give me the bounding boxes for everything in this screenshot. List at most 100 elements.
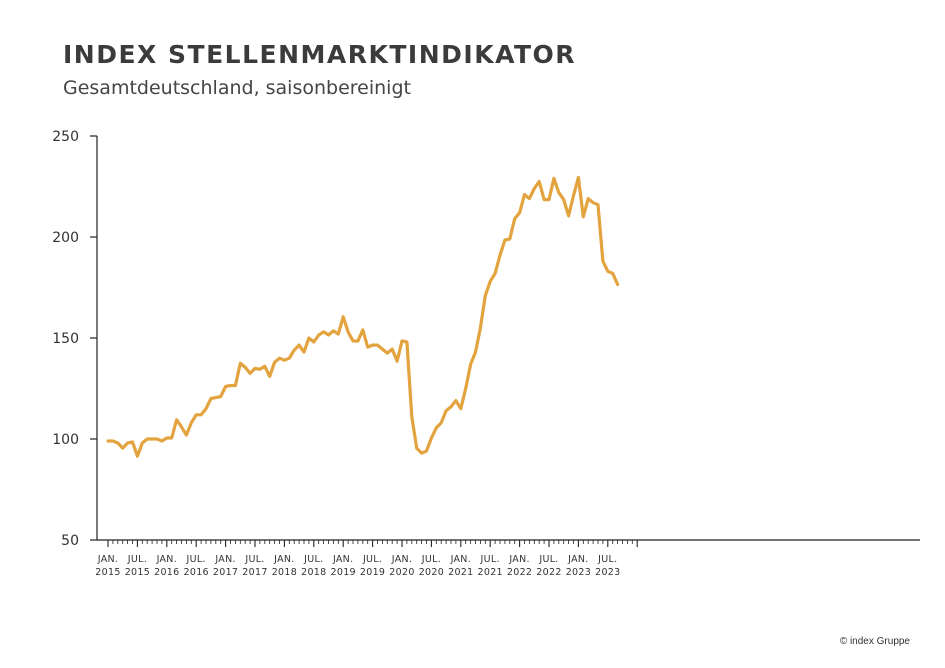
data-point xyxy=(425,450,428,452)
data-point xyxy=(210,398,212,400)
data-point xyxy=(519,212,521,214)
data-point xyxy=(127,442,129,444)
data-point xyxy=(303,351,305,353)
data-point xyxy=(337,333,339,335)
data-point xyxy=(342,316,344,318)
data-point xyxy=(528,198,531,200)
data-point xyxy=(131,441,134,443)
x-tick-label-month: JAN. xyxy=(332,554,353,565)
x-tick-label-month: JAN. xyxy=(391,554,412,565)
data-point xyxy=(249,372,251,374)
x-tick-label-year: 2017 xyxy=(213,567,238,578)
axes xyxy=(96,136,920,541)
data-point xyxy=(558,192,560,194)
data-point xyxy=(445,410,447,412)
y-tick-label: 100 xyxy=(52,432,79,448)
data-point xyxy=(112,440,114,442)
data-point xyxy=(504,239,506,241)
data-point xyxy=(587,198,589,200)
x-tick-label-month: JAN. xyxy=(214,554,235,565)
data-point xyxy=(489,280,491,282)
data-point xyxy=(161,440,163,442)
x-tick-label-month: JUL. xyxy=(244,554,264,565)
x-tick-label-year: 2015 xyxy=(125,567,150,578)
data-point xyxy=(278,357,281,359)
data-point xyxy=(141,442,143,444)
x-tick-label-month: JUL. xyxy=(421,554,441,565)
x-tick-label-month: JUL. xyxy=(480,554,500,565)
x-axis-ticks: JAN. 2015 JUL. 2015 JAN. 2016 JUL. 2016 JAN. 2017… xyxy=(95,540,638,578)
data-point xyxy=(205,408,207,410)
x-tick-label-year: 2022 xyxy=(507,567,532,578)
x-tick-label-year: 2015 xyxy=(95,567,120,578)
data-point xyxy=(107,440,109,442)
data-point xyxy=(577,176,580,178)
data-point xyxy=(151,438,153,440)
data-point xyxy=(156,438,158,440)
x-tick-label-month: JAN. xyxy=(508,554,529,565)
y-tick-label: 50 xyxy=(61,533,79,549)
data-point xyxy=(479,327,481,329)
data-point xyxy=(465,387,467,390)
data-point xyxy=(474,351,477,353)
y-tick-label: 200 xyxy=(52,230,79,246)
data-point xyxy=(166,437,168,439)
data-point xyxy=(274,361,276,363)
x-tick-label-month: JUL. xyxy=(597,554,617,565)
data-point xyxy=(362,329,364,331)
x-tick-label-year: 2016 xyxy=(184,567,209,578)
data-point xyxy=(332,330,334,332)
data-point xyxy=(514,218,516,220)
data-point xyxy=(455,400,457,402)
data-point xyxy=(406,341,408,343)
data-point xyxy=(533,187,535,190)
data-point xyxy=(357,340,359,342)
x-tick-label-year: 2021 xyxy=(478,567,503,578)
data-point xyxy=(117,442,119,444)
data-point xyxy=(318,334,320,336)
x-tick-label-year: 2023 xyxy=(566,567,591,578)
data-point xyxy=(582,216,584,218)
x-tick-label-month: JAN. xyxy=(567,554,588,565)
data-point xyxy=(367,346,369,348)
data-point xyxy=(239,362,241,364)
data-point xyxy=(612,272,614,274)
data-point xyxy=(401,340,403,342)
data-point xyxy=(499,254,501,256)
x-tick-label-month: JUL. xyxy=(362,554,382,565)
data-point xyxy=(450,406,452,408)
x-tick-label-year: 2016 xyxy=(154,567,179,578)
data-point xyxy=(323,331,325,333)
x-tick-label-year: 2023 xyxy=(595,567,620,578)
data-point xyxy=(494,272,496,274)
x-tick-label-year: 2021 xyxy=(448,567,473,578)
data-point xyxy=(597,204,599,206)
data-point xyxy=(259,368,261,370)
data-point xyxy=(308,337,310,339)
data-point xyxy=(572,195,575,197)
data-point xyxy=(122,447,124,449)
data-point xyxy=(283,359,285,361)
data-point xyxy=(254,367,256,369)
data-point xyxy=(391,348,393,350)
x-tick-label-year: 2022 xyxy=(536,567,561,578)
series-group xyxy=(106,175,620,458)
data-point xyxy=(298,344,300,346)
data-point xyxy=(229,384,232,387)
data-point xyxy=(592,202,594,204)
data-point xyxy=(293,349,295,351)
data-point xyxy=(411,416,413,418)
y-axis-ticks: 50 100 150 200 250 xyxy=(52,129,97,549)
data-point xyxy=(190,422,192,424)
data-point xyxy=(543,199,545,201)
x-tick-label-year: 2019 xyxy=(360,567,385,578)
data-point xyxy=(376,344,379,346)
data-point xyxy=(435,427,437,429)
data-point xyxy=(313,341,315,343)
x-tick-label-month: JAN. xyxy=(273,554,294,565)
data-point xyxy=(288,357,290,359)
x-tick-label-year: 2020 xyxy=(389,567,414,578)
data-point xyxy=(430,437,432,439)
data-point xyxy=(386,352,388,354)
